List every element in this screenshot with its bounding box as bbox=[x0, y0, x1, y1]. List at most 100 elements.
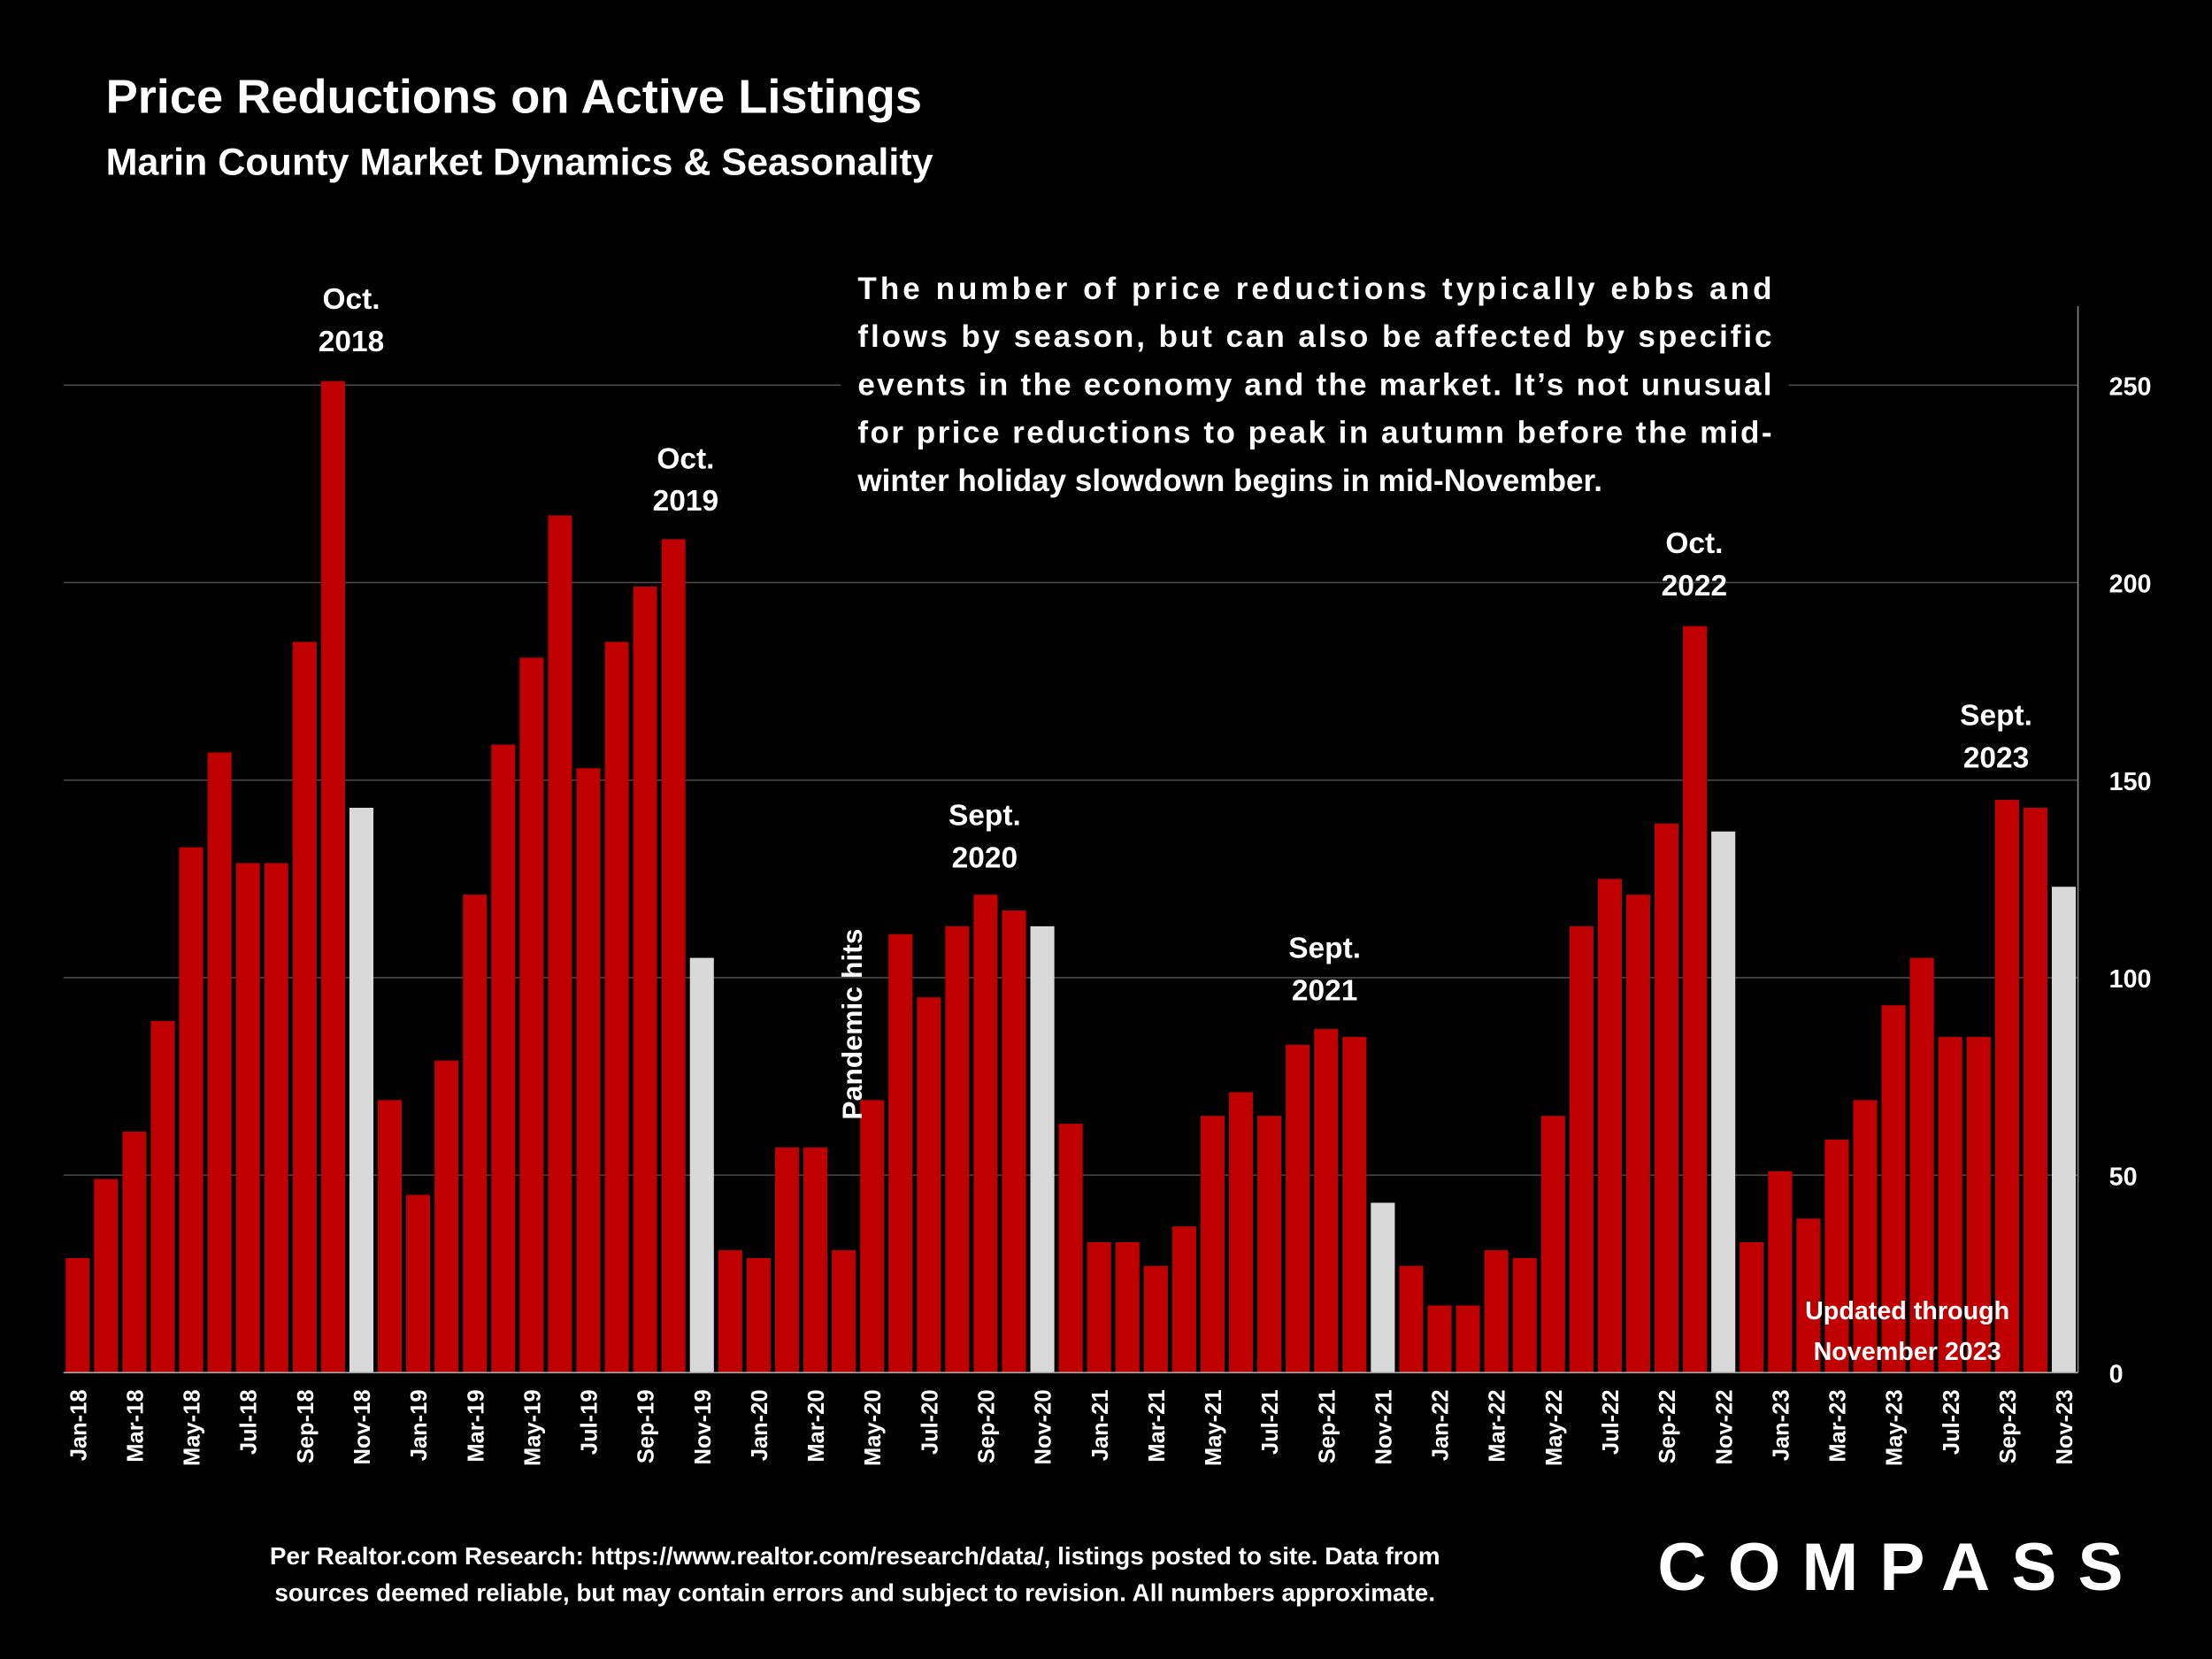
bar bbox=[945, 926, 970, 1373]
annotation: Oct. bbox=[1665, 527, 1723, 560]
annotation: Oct. bbox=[322, 283, 380, 316]
x-tick-label: Jul-22 bbox=[1599, 1389, 1624, 1455]
x-tick-label: Jul-18 bbox=[237, 1389, 262, 1455]
bar bbox=[576, 768, 601, 1373]
bar bbox=[1768, 1171, 1793, 1373]
bar bbox=[377, 1100, 403, 1373]
bar bbox=[661, 539, 686, 1373]
bar bbox=[1087, 1242, 1111, 1373]
bar bbox=[150, 1021, 175, 1373]
x-tick-label: Sep-21 bbox=[1315, 1389, 1340, 1463]
annotation: 2018 bbox=[319, 326, 384, 358]
x-tick-label: Jan-18 bbox=[66, 1389, 91, 1461]
x-tick-label: Mar-20 bbox=[804, 1389, 829, 1462]
x-tick-label: Nov-20 bbox=[1032, 1389, 1056, 1464]
bar bbox=[1683, 626, 1708, 1373]
bar bbox=[1625, 895, 1651, 1373]
x-tick-label: Jan-23 bbox=[1769, 1389, 1793, 1461]
source-note: Per Realtor.com Research: https://www.re… bbox=[270, 1542, 1440, 1570]
bar bbox=[434, 1060, 459, 1373]
annotation: 2023 bbox=[1963, 741, 2029, 774]
bar bbox=[860, 1100, 885, 1373]
bar bbox=[1115, 1242, 1140, 1373]
x-tick-label: Sep-23 bbox=[1996, 1389, 2021, 1463]
x-tick-label: Sep-22 bbox=[1655, 1389, 1680, 1463]
y-tick-label: 0 bbox=[2109, 1361, 2124, 1389]
x-tick-label: Jan-20 bbox=[748, 1389, 772, 1461]
x-tick-label: Nov-21 bbox=[1371, 1389, 1396, 1464]
bar bbox=[774, 1147, 800, 1373]
annotation: 2022 bbox=[1662, 570, 1727, 603]
bar bbox=[2023, 807, 2047, 1373]
annotation: Sept. bbox=[1960, 700, 2032, 733]
chart-title: Price Reductions on Active Listings bbox=[106, 71, 922, 124]
x-tick-label: Nov-18 bbox=[350, 1389, 375, 1464]
bar bbox=[1938, 1036, 1962, 1373]
bar bbox=[94, 1179, 119, 1373]
x-tick-label: Nov-22 bbox=[1712, 1389, 1737, 1464]
x-tick-label: Jan-19 bbox=[407, 1389, 432, 1461]
bar bbox=[1143, 1265, 1168, 1373]
x-tick-label: May-20 bbox=[861, 1389, 886, 1465]
bar bbox=[1796, 1218, 1821, 1373]
bar bbox=[320, 380, 345, 1373]
bar bbox=[1030, 926, 1055, 1373]
x-tick-label: May-21 bbox=[1202, 1389, 1226, 1465]
x-tick-label: May-22 bbox=[1542, 1389, 1567, 1465]
bar bbox=[1484, 1249, 1509, 1373]
x-tick-label: Mar-19 bbox=[464, 1389, 488, 1462]
x-tick-label: Mar-23 bbox=[1826, 1389, 1851, 1462]
bar bbox=[888, 933, 913, 1373]
annotation: 2021 bbox=[1292, 974, 1357, 1007]
annotation: 2020 bbox=[952, 842, 1018, 875]
x-tick-label: Jul-19 bbox=[578, 1389, 603, 1455]
bar bbox=[1371, 1202, 1395, 1373]
updated-label: Updated through bbox=[1805, 1297, 2009, 1325]
bar bbox=[1994, 800, 2019, 1373]
bar bbox=[973, 895, 998, 1373]
note-text: for price reductions to peak in autumn b… bbox=[857, 416, 1771, 450]
logo: COMPASS bbox=[1657, 1530, 2123, 1605]
bar bbox=[292, 641, 317, 1373]
x-tick-label: Jan-22 bbox=[1429, 1389, 1454, 1461]
bar bbox=[1824, 1139, 1849, 1373]
bar bbox=[207, 752, 232, 1373]
bar bbox=[1427, 1305, 1452, 1373]
bar bbox=[604, 641, 629, 1373]
bar bbox=[1342, 1036, 1367, 1373]
bar bbox=[917, 997, 941, 1373]
note-text: flows by season, but can also be affecte… bbox=[857, 319, 1771, 354]
x-tick-label: Sep-19 bbox=[634, 1389, 659, 1463]
bar bbox=[1540, 1116, 1565, 1373]
x-tick-label: Jan-21 bbox=[1088, 1389, 1113, 1461]
y-tick-label: 50 bbox=[2109, 1163, 2138, 1191]
bar bbox=[1512, 1257, 1537, 1373]
bar bbox=[803, 1147, 828, 1373]
x-tick-label: May-23 bbox=[1883, 1389, 1908, 1465]
chart-subtitle: Marin County Market Dynamics & Seasonali… bbox=[106, 142, 933, 184]
bar bbox=[1286, 1044, 1310, 1373]
x-tick-label: Mar-22 bbox=[1486, 1389, 1510, 1462]
bar bbox=[1853, 1100, 1878, 1373]
bar bbox=[1740, 1242, 1764, 1373]
y-tick-label: 200 bbox=[2109, 571, 2152, 599]
bar bbox=[179, 847, 204, 1373]
note-background bbox=[841, 253, 1789, 503]
bar bbox=[463, 895, 488, 1373]
annotation: 2019 bbox=[653, 485, 718, 518]
bar bbox=[689, 957, 714, 1373]
bar bbox=[1966, 1036, 1991, 1373]
y-tick-label: 100 bbox=[2109, 965, 2152, 994]
bar bbox=[746, 1257, 771, 1373]
bar bbox=[2051, 887, 2077, 1373]
x-tick-label: Sep-20 bbox=[975, 1389, 1000, 1463]
x-tick-label: May-19 bbox=[520, 1389, 545, 1465]
x-tick-label: Jul-23 bbox=[1939, 1389, 1964, 1455]
bar bbox=[1171, 1226, 1196, 1373]
bar bbox=[491, 744, 516, 1373]
x-tick-label: Jul-21 bbox=[1258, 1389, 1283, 1455]
bar bbox=[1314, 1028, 1339, 1373]
bar bbox=[633, 586, 657, 1373]
